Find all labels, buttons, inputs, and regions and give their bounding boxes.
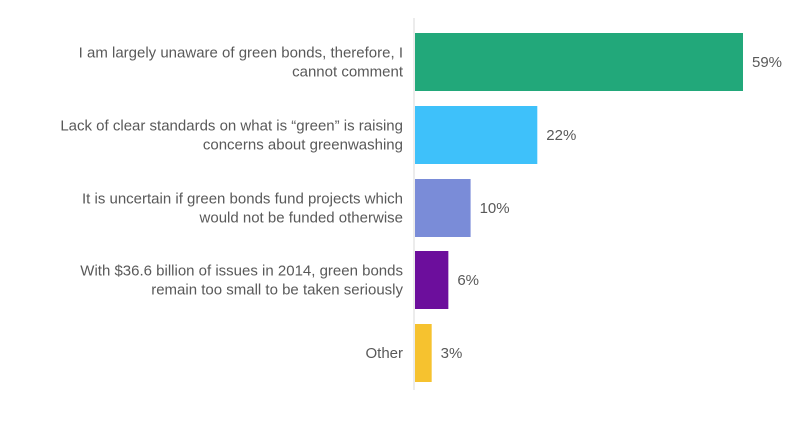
category-label-3: With $36.6 billion of issues in 2014, gr… bbox=[80, 263, 403, 299]
bars-group bbox=[415, 33, 743, 382]
category-label-3-line-0: With $36.6 billion of issues in 2014, gr… bbox=[80, 263, 403, 280]
category-label-0: I am largely unaware of green bonds, the… bbox=[79, 45, 404, 81]
bar-0 bbox=[415, 33, 743, 91]
bar-3 bbox=[415, 251, 449, 309]
value-label-0: 59% bbox=[752, 54, 782, 71]
category-label-4: Other bbox=[365, 345, 403, 362]
category-label-2: It is uncertain if green bonds fund proj… bbox=[82, 191, 403, 227]
value-labels-group: 59% 22% 10% 6% 3% bbox=[441, 54, 782, 362]
category-label-4-line-0: Other bbox=[365, 345, 403, 362]
value-label-2: 10% bbox=[480, 200, 510, 217]
category-label-3-line-1: remain too small to be taken seriously bbox=[151, 282, 403, 299]
value-label-3: 6% bbox=[457, 272, 479, 289]
value-label-4: 3% bbox=[441, 345, 463, 362]
category-label-2-line-1: would not be funded otherwise bbox=[199, 210, 403, 227]
bar-4 bbox=[415, 324, 432, 382]
bar-2 bbox=[415, 179, 471, 237]
category-labels-group: I am largely unaware of green bonds, the… bbox=[60, 45, 404, 363]
category-label-0-line-1: cannot comment bbox=[292, 64, 404, 81]
bar-1 bbox=[415, 106, 538, 164]
value-label-1: 22% bbox=[546, 127, 576, 144]
category-label-0-line-0: I am largely unaware of green bonds, the… bbox=[79, 45, 403, 62]
category-label-1-line-1: concerns about greenwashing bbox=[203, 137, 403, 154]
category-label-2-line-0: It is uncertain if green bonds fund proj… bbox=[82, 191, 403, 208]
category-label-1-line-0: Lack of clear standards on what is “gree… bbox=[60, 118, 403, 135]
category-label-1: Lack of clear standards on what is “gree… bbox=[60, 118, 403, 154]
